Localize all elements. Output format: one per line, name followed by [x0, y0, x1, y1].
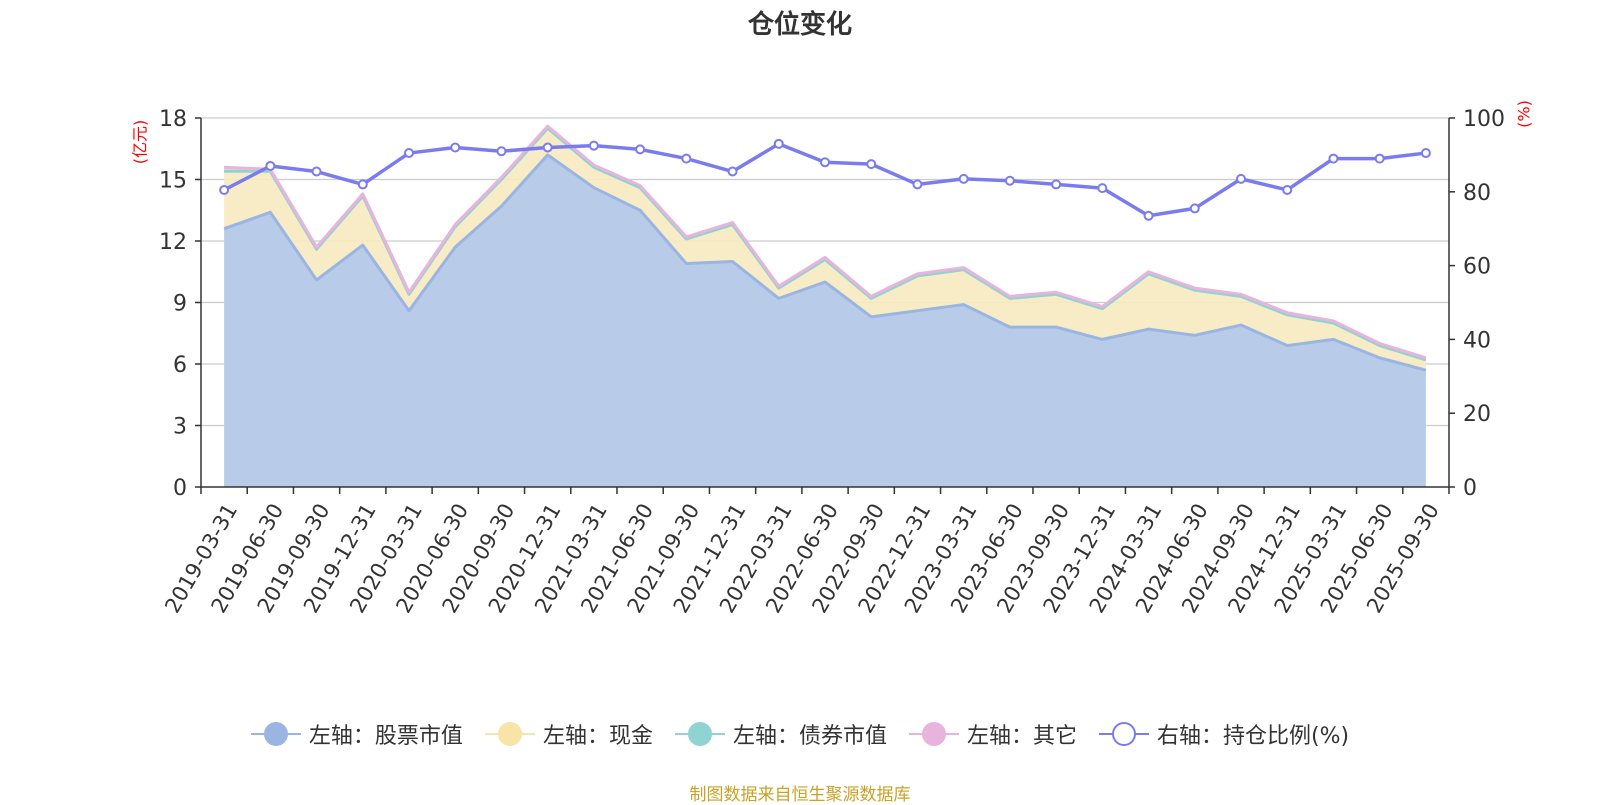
- legend-item-cash[interactable]: 左轴：现金: [484, 718, 653, 750]
- right-tick-label: 80: [1463, 181, 1491, 206]
- left-tick-label: 0: [173, 476, 187, 501]
- legend-item-bond[interactable]: 左轴：债券市值: [674, 718, 887, 750]
- left-tick-label: 15: [159, 169, 187, 194]
- ratio-point: [866, 159, 877, 170]
- legend-label: 左轴：股票市值: [308, 724, 463, 749]
- left-axis-unit-label: (亿元): [131, 120, 150, 165]
- area-0: [224, 154, 1426, 487]
- legend-marker-icon: [1098, 721, 1149, 747]
- ratio-point: [265, 160, 276, 171]
- ratio-point: [219, 184, 230, 195]
- ratio-point: [635, 144, 646, 155]
- ratio-point: [727, 166, 738, 177]
- ratio-point: [588, 140, 599, 151]
- ratio-point: [450, 142, 461, 153]
- ratio-point: [1236, 173, 1246, 184]
- ratio-point: [1328, 153, 1339, 164]
- right-tick-label: 60: [1463, 255, 1491, 280]
- ratio-point: [1051, 179, 1062, 190]
- ratio-point: [1004, 175, 1015, 186]
- right-tick-label: 100: [1463, 107, 1505, 132]
- ratio-point: [912, 179, 923, 190]
- right-tick-label: 0: [1463, 476, 1477, 501]
- ratio-point: [1189, 203, 1200, 214]
- ratio-point: [357, 179, 368, 190]
- chart-title: 仓位变化: [747, 10, 852, 40]
- ratio-point: [1143, 210, 1154, 221]
- left-tick-label: 18: [159, 107, 187, 132]
- area-line-3: [224, 124, 1427, 360]
- legend-label: 左轴：债券市值: [732, 724, 887, 749]
- ratio-point: [820, 157, 830, 168]
- ratio-point: [773, 138, 784, 149]
- area-1: [224, 128, 1426, 371]
- legend-marker-icon: [908, 721, 959, 747]
- legend-item-stock[interactable]: 左轴：股票市值: [250, 718, 463, 750]
- ratio-point: [496, 146, 507, 157]
- left-tick-label: 12: [159, 230, 187, 255]
- left-tick-label: 9: [173, 292, 187, 317]
- legend-item-other[interactable]: 左轴：其它: [908, 718, 1077, 750]
- legend-marker-icon: [250, 721, 301, 747]
- left-tick-label: 6: [173, 353, 187, 378]
- left-tick-label: 3: [173, 415, 187, 440]
- ratio-point: [542, 142, 553, 153]
- legend-item-position-ratio[interactable]: 右轴：持仓比例(%): [1098, 718, 1350, 750]
- legend-marker-icon: [674, 721, 725, 747]
- legend-marker-icon: [484, 721, 535, 747]
- legend-label: 左轴：其它: [966, 724, 1077, 749]
- ratio-point: [1420, 148, 1431, 159]
- ratio-point: [958, 173, 969, 184]
- ratio-point: [681, 153, 692, 164]
- legend-label: 左轴：现金: [542, 724, 653, 749]
- data-source-footer: 制图数据来自恒生聚源数据库: [689, 785, 911, 805]
- right-tick-label: 20: [1463, 402, 1491, 427]
- ratio-point: [1374, 153, 1385, 164]
- ratio-point: [1097, 183, 1108, 194]
- ratio-point: [311, 166, 322, 177]
- chart-legend: 左轴：股票市值 左轴：现金 左轴：债券市值 左轴：其它 右轴：持仓比例(%): [0, 718, 1600, 750]
- ratio-point: [404, 148, 414, 159]
- right-tick-label: 40: [1463, 328, 1491, 353]
- area-line-0: [223, 153, 1427, 372]
- legend-label: 右轴：持仓比例(%): [1156, 724, 1350, 749]
- right-axis-unit-label: (%): [1515, 100, 1534, 128]
- ratio-point: [1282, 184, 1293, 195]
